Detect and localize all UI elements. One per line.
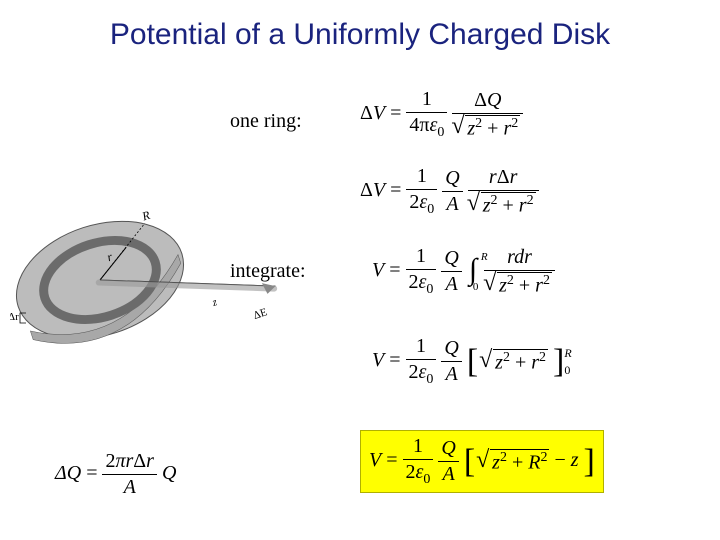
label-one-ring: one ring:: [230, 110, 302, 133]
highlight-box: V = 1 2ε0 Q A [ √z2 + R2 − z ]: [360, 430, 604, 493]
disk-label-z: z: [210, 296, 219, 309]
eq-dv2: ΔV = 1 2ε0 Q A rΔr √z2 + r2: [360, 165, 539, 218]
eq-v-integral: V = 1 2ε0 Q A ∫ R 0 rdr √z2 + r2: [372, 245, 555, 298]
eq-v-evaluated: V = 1 2ε0 Q A [ √z2 + r2 ]R0: [372, 335, 574, 388]
eq-dq: ΔQ = 2πrΔr A Q: [55, 450, 176, 499]
eq-dv1: ΔV = 1 4πε0 ΔQ √z2 + r2: [360, 88, 523, 141]
eq-v-result: V = 1 2ε0 Q A [ √z2 + R2 − z ]: [360, 430, 604, 493]
disk-label-dr: Δr: [10, 311, 19, 323]
page-title: Potential of a Uniformly Charged Disk: [0, 18, 720, 52]
disk-label-dE: ΔE: [252, 306, 269, 322]
disk-label-R: R: [139, 208, 152, 224]
disk-diagram: r R Δr z ΔE: [10, 185, 290, 395]
